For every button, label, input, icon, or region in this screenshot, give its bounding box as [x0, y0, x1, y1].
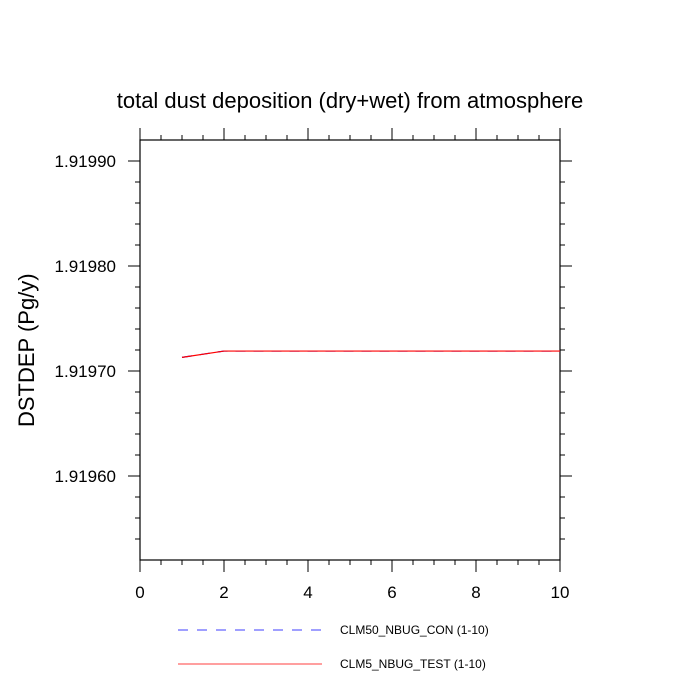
x-tick-label: 8: [471, 583, 480, 602]
y-tick-label: 1.91980: [55, 257, 116, 276]
legend-label-0: CLM50_NBUG_CON (1-10): [340, 623, 489, 637]
y-tick-label: 1.91970: [55, 362, 116, 381]
series-line-0: [181, 350, 560, 358]
chart-title: total dust deposition (dry+wet) from atm…: [116, 88, 584, 113]
y-tick-label: 1.91990: [55, 152, 116, 171]
x-tick-label: 0: [135, 583, 144, 602]
x-tick-label: 10: [551, 583, 570, 602]
x-tick-label: 4: [303, 583, 312, 602]
y-tick-label: 1.91960: [55, 467, 116, 486]
x-tick-label: 2: [219, 583, 228, 602]
x-tick-label: 6: [387, 583, 396, 602]
plot-series: [181, 350, 560, 358]
plot-frame: [139, 139, 561, 561]
plot-axes: 0 2 4 6 8 10 1.91960 1.91970 1.91980 1.91990: [55, 128, 572, 602]
legend-label-1: CLM5_NBUG_TEST (1-10): [340, 657, 486, 671]
legend: CLM50_NBUG_CON (1-10) CLM5_NBUG_TEST (1-1…: [178, 623, 489, 671]
series-line-1: [181, 350, 560, 358]
